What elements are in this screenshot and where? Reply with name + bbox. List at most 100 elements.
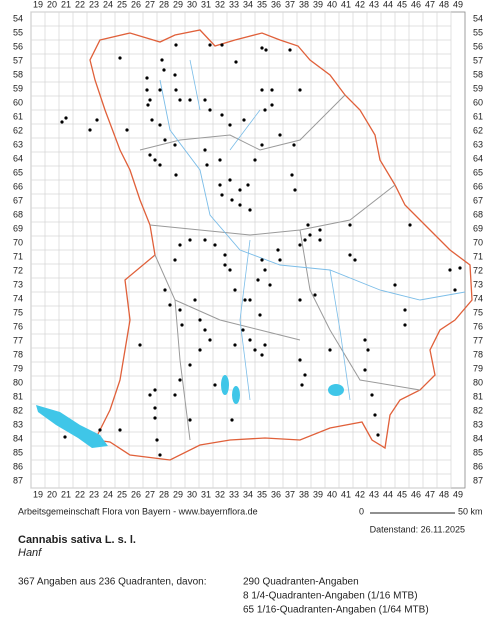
record-dot xyxy=(188,238,192,242)
record-dot xyxy=(203,98,207,102)
row-label: 56 xyxy=(13,41,23,51)
record-dot xyxy=(233,288,237,292)
record-dot xyxy=(125,128,129,132)
row-label: 67 xyxy=(473,195,483,205)
grid-labels: 19 19 20 20 21 21 22 22 23 23 24 24 25 25 26 26 27 27 28 28… xyxy=(13,0,483,499)
row-label: 55 xyxy=(13,27,23,37)
record-dot xyxy=(263,268,267,272)
record-dot xyxy=(238,188,242,192)
record-dot xyxy=(241,328,245,332)
row-label: 62 xyxy=(13,125,23,135)
column-label: 20 xyxy=(47,489,57,499)
column-label: 43 xyxy=(369,489,379,499)
column-label: 25 xyxy=(117,489,127,499)
grid xyxy=(30,11,452,489)
column-label: 24 xyxy=(103,489,113,499)
column-label: 41 xyxy=(341,0,351,9)
record-dot xyxy=(153,416,157,420)
record-dot xyxy=(208,43,212,47)
record-dot xyxy=(178,98,182,102)
record-dot xyxy=(163,288,167,292)
record-dot xyxy=(228,123,232,127)
record-dot xyxy=(174,43,178,47)
record-dot xyxy=(138,343,142,347)
row-label: 64 xyxy=(473,153,483,163)
record-dot xyxy=(298,243,302,247)
column-label: 45 xyxy=(397,489,407,499)
record-dot xyxy=(173,143,177,147)
row-label: 69 xyxy=(473,223,483,233)
column-label: 48 xyxy=(439,489,449,499)
record-dot xyxy=(243,298,247,302)
column-label: 34 xyxy=(243,489,253,499)
scale-start: 0 xyxy=(359,506,364,516)
record-dot xyxy=(260,353,264,357)
record-dot xyxy=(203,148,207,152)
record-dot xyxy=(313,293,317,297)
row-label: 84 xyxy=(13,433,23,443)
record-dot xyxy=(238,203,242,207)
column-label: 30 xyxy=(187,0,197,9)
row-label: 81 xyxy=(473,391,483,401)
record-dot xyxy=(373,413,377,417)
column-label: 23 xyxy=(89,0,99,9)
row-label: 70 xyxy=(473,237,483,247)
record-dot xyxy=(328,348,332,352)
column-label: 33 xyxy=(229,489,239,499)
record-dot xyxy=(256,278,260,282)
column-label: 29 xyxy=(173,489,183,499)
record-dot xyxy=(403,323,407,327)
record-dot xyxy=(270,88,274,92)
record-dot xyxy=(193,298,197,302)
column-label: 38 xyxy=(299,0,309,9)
row-label: 81 xyxy=(13,391,23,401)
row-label: 74 xyxy=(13,293,23,303)
record-dot xyxy=(246,183,250,187)
record-dot xyxy=(220,193,224,197)
record-dot xyxy=(263,108,267,112)
scale-end: 50 km xyxy=(458,506,483,516)
column-label: 43 xyxy=(369,0,379,9)
record-dot xyxy=(228,268,232,272)
column-label: 39 xyxy=(313,489,323,499)
record-dot xyxy=(288,48,292,52)
row-label: 61 xyxy=(473,111,483,121)
record-dot xyxy=(234,60,238,64)
record-dot xyxy=(63,435,67,439)
record-dot xyxy=(146,103,150,107)
row-label: 63 xyxy=(13,139,23,149)
row-label: 78 xyxy=(13,349,23,359)
record-dot xyxy=(145,76,149,80)
row-label: 82 xyxy=(13,405,23,415)
column-label: 21 xyxy=(61,0,71,9)
column-label: 34 xyxy=(243,0,253,9)
record-dot xyxy=(453,288,457,292)
record-dot xyxy=(298,298,302,302)
row-label: 83 xyxy=(13,419,23,429)
record-dot xyxy=(223,253,227,257)
record-dot xyxy=(168,303,172,307)
column-label: 21 xyxy=(61,489,71,499)
row-label: 59 xyxy=(13,83,23,93)
record-dot xyxy=(188,98,192,102)
breakdown: 65 1/16-Quadranten-Angaben (1/64 MTB) xyxy=(243,605,429,616)
row-label: 65 xyxy=(473,167,483,177)
record-dot xyxy=(348,253,352,257)
row-label: 61 xyxy=(13,111,23,121)
column-label: 33 xyxy=(229,0,239,9)
row-label: 86 xyxy=(13,461,23,471)
record-dot xyxy=(366,348,370,352)
record-dot xyxy=(148,153,152,157)
column-label: 40 xyxy=(327,0,337,9)
column-label: 25 xyxy=(117,0,127,9)
record-dot xyxy=(376,433,380,437)
record-dot xyxy=(293,188,297,192)
record-dot xyxy=(403,308,407,312)
column-label: 44 xyxy=(383,0,393,9)
row-label: 58 xyxy=(473,69,483,79)
record-dot xyxy=(173,73,177,77)
column-label: 37 xyxy=(285,0,295,9)
record-dot xyxy=(248,338,252,342)
record-dot xyxy=(220,113,224,117)
record-dot xyxy=(363,338,367,342)
